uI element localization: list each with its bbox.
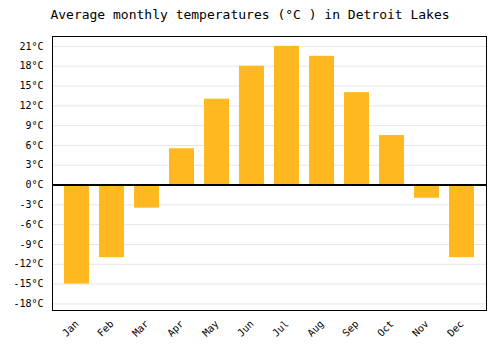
- svg-text:-6°C: -6°C: [19, 219, 43, 230]
- svg-text:Dec: Dec: [445, 318, 466, 339]
- svg-text:9°C: 9°C: [25, 120, 43, 131]
- svg-text:3°C: 3°C: [25, 159, 43, 170]
- svg-text:Jan: Jan: [60, 318, 81, 339]
- svg-text:-9°C: -9°C: [19, 239, 43, 250]
- svg-text:-18°C: -18°C: [13, 298, 43, 309]
- svg-text:Jul: Jul: [270, 318, 291, 339]
- svg-text:12°C: 12°C: [19, 100, 43, 111]
- svg-text:Feb: Feb: [95, 318, 116, 339]
- svg-text:Sep: Sep: [340, 318, 361, 339]
- svg-text:Aug: Aug: [305, 318, 326, 339]
- svg-text:May: May: [200, 318, 221, 339]
- svg-text:-3°C: -3°C: [19, 199, 43, 210]
- svg-text:Jun: Jun: [235, 318, 256, 339]
- svg-text:21°C: 21°C: [19, 41, 43, 52]
- svg-text:-15°C: -15°C: [13, 278, 43, 289]
- html-text:Average monthly temperatures (: Average monthly temperatures (°C ) in De…: [50, 7, 450, 22]
- svg-text:18°C: 18°C: [19, 60, 43, 71]
- svg-text:0°C: 0°C: [25, 179, 43, 190]
- svg-text:Mar: Mar: [130, 318, 151, 339]
- svg-text:6°C: 6°C: [25, 140, 43, 151]
- svg-text:Apr: Apr: [165, 318, 186, 339]
- svg-text:Nov: Nov: [410, 318, 431, 339]
- svg-text:-12°C: -12°C: [13, 258, 43, 269]
- svg-text:15°C: 15°C: [19, 80, 43, 91]
- svg-text:Oct: Oct: [375, 318, 396, 339]
